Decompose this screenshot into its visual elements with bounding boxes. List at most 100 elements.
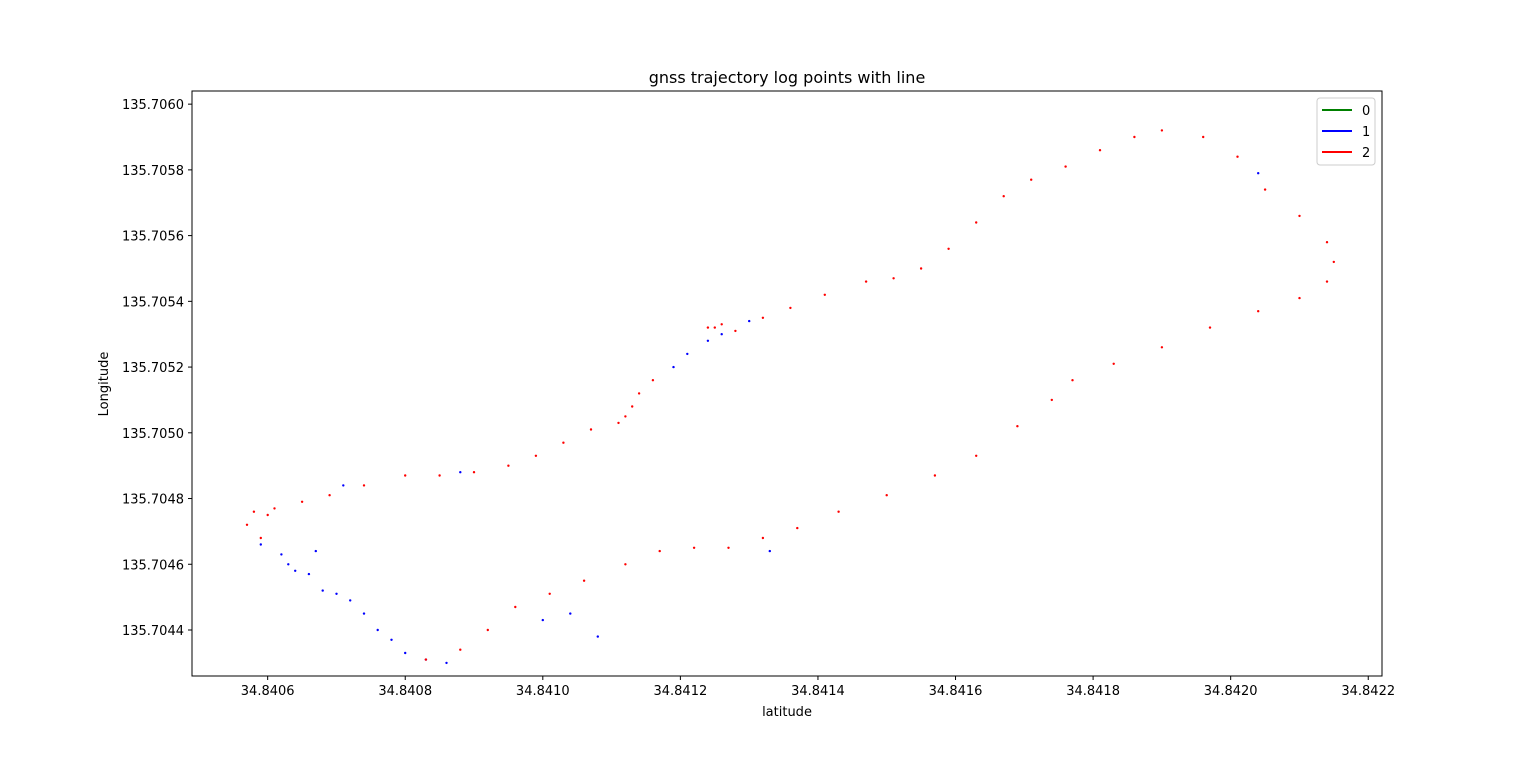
data-point-series-2 [727, 546, 730, 549]
data-point-series-2 [885, 494, 888, 497]
plot-points [245, 129, 1336, 665]
data-point-series-2 [1133, 135, 1136, 139]
data-point-series-2 [947, 247, 950, 250]
y-axis-ticks: 135.7044 135.7046 135.7048 135.7050 135.7052… [122, 98, 192, 639]
data-point-series-2 [823, 293, 826, 296]
data-point-series-2 [1325, 241, 1329, 244]
y-tick-label: 135.7048 [122, 493, 184, 508]
data-point-series-2 [720, 323, 723, 326]
data-point-series-2 [761, 536, 765, 540]
x-tick-label: 34.8410 [516, 684, 570, 699]
y-tick-label: 135.7056 [122, 230, 184, 245]
data-point-series-2 [1016, 425, 1019, 428]
legend-label-0: 0 [1362, 104, 1370, 119]
data-point-series-2 [864, 280, 868, 283]
data-point-series-2 [1208, 326, 1212, 329]
data-point-series-1 [748, 319, 751, 323]
data-point-series-2 [658, 549, 661, 553]
data-point-series-2 [300, 500, 304, 503]
data-point-series-1 [768, 549, 771, 553]
data-point-series-2 [1257, 310, 1260, 313]
data-point-series-2 [1298, 296, 1301, 300]
data-point-series-1 [390, 638, 393, 641]
chart-title: gnss trajectory log points with line [649, 68, 926, 87]
data-point-series-1 [720, 333, 723, 336]
data-point-series-2 [933, 474, 937, 477]
x-tick-label: 34.8420 [1204, 684, 1258, 699]
data-point-series-1 [706, 339, 710, 342]
data-point-series-2 [404, 474, 407, 477]
legend-label-1: 1 [1362, 125, 1370, 140]
data-point-series-2 [919, 267, 923, 270]
data-point-series-2 [734, 329, 737, 333]
data-point-series-2 [459, 648, 462, 651]
y-tick-label: 135.7060 [122, 98, 184, 113]
data-point-series-1 [569, 612, 572, 615]
data-point-series-2 [1325, 280, 1329, 283]
data-point-series-2 [328, 494, 331, 497]
y-tick-label: 135.7058 [122, 164, 184, 179]
data-point-series-1 [596, 635, 599, 638]
y-tick-label: 135.7044 [122, 624, 184, 639]
data-point-series-2 [624, 415, 627, 418]
data-point-series-2 [1098, 149, 1102, 152]
data-point-series-2 [617, 421, 620, 425]
data-point-series-2 [507, 464, 510, 467]
data-point-series-2 [892, 277, 895, 280]
x-tick-label: 34.8414 [791, 684, 845, 699]
data-point-series-1 [314, 549, 317, 553]
data-point-series-2 [1002, 195, 1005, 198]
data-point-series-2 [534, 454, 538, 457]
legend-label-2: 2 [1362, 146, 1370, 161]
data-point-series-2 [252, 510, 256, 513]
data-point-series-2 [548, 592, 551, 595]
data-point-series-2 [975, 221, 978, 224]
data-point-series-2 [562, 441, 565, 444]
y-tick-label: 135.7054 [122, 295, 184, 310]
data-point-series-1 [459, 471, 462, 474]
data-point-series-2 [1202, 135, 1205, 139]
data-point-series-1 [404, 651, 407, 655]
data-point-series-2 [624, 563, 627, 566]
data-point-series-2 [582, 579, 586, 582]
data-point-series-1 [445, 661, 448, 665]
data-point-series-1 [342, 484, 345, 487]
data-point-series-2 [837, 510, 840, 513]
data-point-series-1 [294, 569, 297, 572]
data-point-series-2 [789, 306, 792, 310]
data-point-series-1 [1257, 172, 1260, 175]
data-point-series-2 [438, 474, 441, 477]
data-point-series-1 [259, 543, 262, 546]
data-point-series-2 [706, 326, 710, 329]
data-point-series-2 [1298, 214, 1301, 218]
data-point-series-2 [1236, 155, 1239, 158]
x-axis-label: latitude [762, 705, 812, 720]
data-point-series-1 [376, 628, 379, 632]
y-axis-label: Longitude [97, 352, 112, 417]
x-tick-label: 34.8408 [378, 684, 432, 699]
data-point-series-2 [1064, 165, 1067, 168]
legend: 0 1 2 [1316, 97, 1376, 166]
x-tick-label: 34.8406 [241, 684, 295, 699]
plot-frame [191, 90, 1383, 677]
x-tick-label: 34.8418 [1066, 684, 1120, 699]
x-tick-label: 34.8412 [653, 684, 707, 699]
y-tick-label: 135.7050 [122, 427, 184, 442]
data-point-series-1 [362, 612, 366, 615]
data-point-series-2 [1030, 178, 1033, 181]
data-point-series-2 [424, 658, 428, 661]
data-point-series-2 [975, 454, 978, 457]
data-point-series-1 [280, 553, 283, 556]
data-point-series-2 [273, 507, 276, 510]
data-point-series-2 [1263, 188, 1267, 191]
data-point-series-2 [259, 536, 262, 540]
data-point-series-1 [349, 599, 352, 602]
data-point-series-2 [713, 326, 716, 329]
data-point-series-2 [266, 513, 269, 517]
data-point-series-2 [796, 526, 799, 530]
y-tick-label: 135.7046 [122, 558, 184, 573]
x-axis-ticks: 34.8406 34.8408 34.8410 34.8412 34.8414 34.84… [241, 676, 1395, 699]
data-point-series-2 [1332, 260, 1336, 264]
data-point-series-2 [1160, 346, 1164, 349]
